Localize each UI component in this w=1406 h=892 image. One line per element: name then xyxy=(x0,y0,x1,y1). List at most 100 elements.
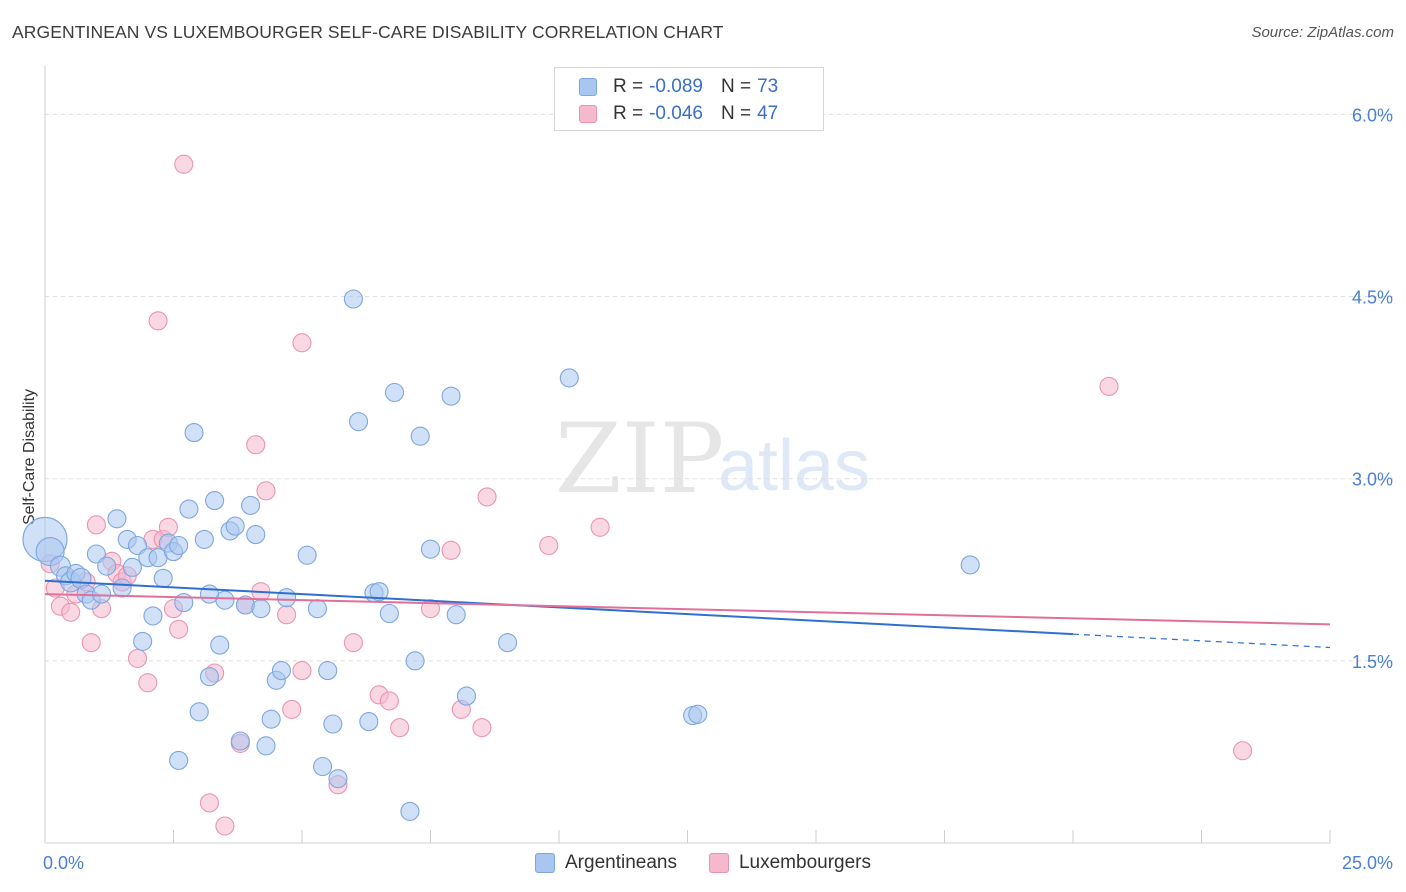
y-axis-title: Self-Care Disability xyxy=(21,389,38,525)
argentinean-point xyxy=(143,606,163,626)
argentinean-point xyxy=(97,556,117,576)
argentinean-point xyxy=(410,426,430,446)
luxembourger-trendline xyxy=(44,593,1331,626)
source-label: Source: ZipAtlas.com xyxy=(1251,24,1394,41)
luxembourger-point xyxy=(246,435,266,455)
argentinean-point xyxy=(400,801,420,821)
legend-n-label: N = xyxy=(720,76,752,97)
argentinean-point xyxy=(960,555,980,575)
luxembourger-point xyxy=(292,661,312,681)
luxembourger-point xyxy=(390,718,410,738)
series-legend: Argentineans Luxembourgers xyxy=(0,852,1406,874)
argentinean-point xyxy=(184,423,204,443)
luxembourger-point xyxy=(148,311,168,331)
x-tick-label-max: 25.0% xyxy=(1342,853,1393,873)
argentinean-point xyxy=(441,386,461,406)
legend-item-argentineans[interactable]: Argentineans xyxy=(535,852,677,874)
argentinean-point xyxy=(246,525,266,545)
argentinean-point xyxy=(271,661,291,681)
luxembourger-point xyxy=(215,816,235,836)
x-tick-label-min: 0.0% xyxy=(43,853,84,873)
luxembourger-point xyxy=(1099,376,1119,396)
legend-r-label: R = xyxy=(613,76,644,97)
legend-n-value: 47 xyxy=(757,103,779,124)
legend-r-label: R = xyxy=(613,103,644,124)
argentinean-point xyxy=(86,544,106,564)
argentinean-point xyxy=(420,539,441,559)
argentinean-point xyxy=(328,769,348,789)
luxembourger-point xyxy=(292,333,312,353)
luxembourger-point xyxy=(127,648,148,668)
luxembourger-point xyxy=(539,535,559,556)
argentinean-point xyxy=(210,635,230,655)
watermark-atlas: atlas xyxy=(718,426,870,506)
argentinean-point xyxy=(384,382,405,403)
y-tick-label: 4.5% xyxy=(1352,288,1393,308)
luxembourger-point xyxy=(256,481,276,501)
legend-r-value: -0.089 xyxy=(649,76,703,97)
argentinean-point xyxy=(133,631,153,651)
argentinean-point xyxy=(194,529,214,549)
y-tick-label: 3.0% xyxy=(1352,470,1393,490)
chart-title: ARGENTINEAN VS LUXEMBOURGER SELF-CARE DI… xyxy=(12,22,724,42)
luxembourger-point xyxy=(590,517,610,537)
correlation-legend: R = -0.089 N = 73 R = -0.046 N = 47 xyxy=(554,67,824,131)
y-tick-label: 6.0% xyxy=(1352,105,1393,125)
argentinean-trendline xyxy=(44,579,1074,636)
luxembourger-point xyxy=(379,691,399,711)
argentinean-point xyxy=(251,599,271,619)
argentinean-point xyxy=(307,599,327,619)
legend-n-value: 73 xyxy=(757,76,779,97)
argentinean-point xyxy=(277,588,297,608)
argentinean-point xyxy=(91,584,112,604)
argentinean-point xyxy=(127,535,148,556)
argentinean-point xyxy=(107,509,127,529)
argentinean-point xyxy=(446,605,466,625)
argentinean-point xyxy=(348,412,369,432)
argentinean-point xyxy=(261,709,281,729)
argentinean-point xyxy=(256,736,276,756)
luxembourger-point xyxy=(1233,741,1253,761)
luxembourger-point xyxy=(86,515,106,535)
argentinean-point xyxy=(112,578,132,598)
argentinean-point xyxy=(405,651,425,671)
luxembourger-point xyxy=(138,673,158,693)
luxembourger-point xyxy=(174,154,194,174)
luxembourger-point xyxy=(282,699,302,719)
argentinean-point xyxy=(179,499,199,519)
argentinean-point xyxy=(241,495,261,515)
argentinean-point xyxy=(343,289,363,309)
argentinean-point xyxy=(456,686,477,706)
luxembourger-point xyxy=(477,487,497,507)
legend-row-luxembourgers: R = -0.046 N = 47 xyxy=(579,101,778,127)
argentinean-point xyxy=(359,712,379,732)
legend-item-luxembourgers[interactable]: Luxembourgers xyxy=(708,852,871,874)
argentinean-point xyxy=(199,667,220,687)
argentinean-point xyxy=(379,603,399,624)
argentinean-point xyxy=(313,756,333,777)
legend-label-argentineans: Argentineans xyxy=(565,852,677,873)
argentinean-point xyxy=(122,557,142,577)
argentinean-point xyxy=(189,702,209,722)
argentinean-point xyxy=(230,731,250,751)
argentinean-point xyxy=(205,491,225,511)
legend-swatch-pink xyxy=(579,105,597,123)
argentinean-point xyxy=(323,714,343,734)
argentinean-point xyxy=(297,545,317,565)
luxembourger-point xyxy=(472,718,492,738)
argentinean-trendline-extension xyxy=(1072,633,1331,649)
argentinean-point xyxy=(153,568,173,588)
argentinean-point xyxy=(225,516,245,536)
luxembourger-point xyxy=(81,633,101,653)
legend-n-label: N = xyxy=(720,103,752,124)
legend-label-luxembourgers: Luxembourgers xyxy=(738,852,871,873)
argentinean-point xyxy=(199,584,220,604)
argentinean-point xyxy=(498,633,518,653)
luxembourger-point xyxy=(343,633,363,653)
argentinean-point xyxy=(559,368,579,388)
argentinean-point xyxy=(169,750,189,770)
legend-swatch-blue xyxy=(535,853,555,873)
argentinean-point xyxy=(169,535,189,556)
luxembourger-point xyxy=(169,619,189,639)
